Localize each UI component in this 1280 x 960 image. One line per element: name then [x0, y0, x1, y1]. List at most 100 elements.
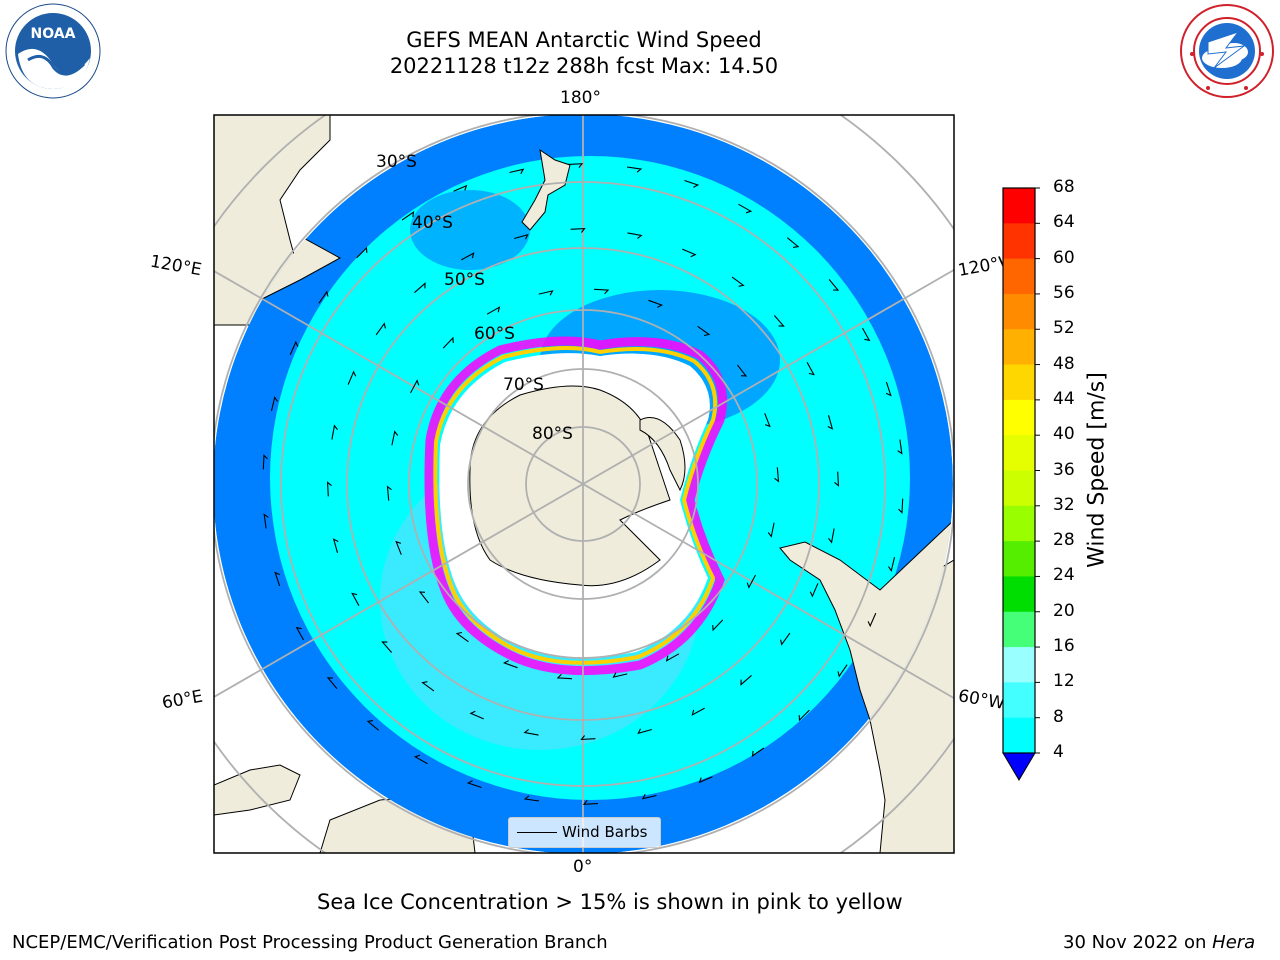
wind-barb — [764, 413, 771, 428]
wind-barb — [736, 364, 748, 377]
wind-barb — [641, 794, 657, 800]
wind-barb — [627, 232, 643, 239]
wind-barb — [375, 322, 386, 336]
wind-barb — [626, 166, 643, 173]
wind-barb — [698, 776, 713, 784]
colorbar-label: Wind Speed [m/s] — [1084, 372, 1110, 568]
wind-barb — [567, 163, 584, 168]
wind-barb — [773, 315, 785, 327]
wind-barb — [502, 660, 518, 669]
wind-barb — [391, 430, 399, 446]
colorbar-cell — [1003, 682, 1035, 719]
wind-barb — [514, 233, 529, 240]
sea-ice-caption: Sea Ice Concentration > 15% is shown in … — [317, 890, 903, 914]
land-new-zealand — [521, 148, 571, 231]
colorbar-tick-label: 24 — [1053, 565, 1075, 586]
noaa-logo: NOAA — [5, 3, 101, 99]
colorbar-cell — [1003, 399, 1035, 436]
noaa-logo-text: NOAA — [31, 26, 76, 42]
colorbar — [1002, 187, 1040, 781]
colorbar-tick-label: 8 — [1053, 706, 1064, 727]
wind-barb — [827, 415, 834, 430]
colorbar-tick-label: 28 — [1053, 530, 1075, 551]
wind-barb — [442, 336, 454, 349]
colorbar-cell — [1003, 717, 1035, 754]
wind-barb — [466, 780, 482, 789]
chart-subtitle: 20221128 t12z 288h fcst Max: 14.50 — [389, 54, 779, 78]
wind-barb — [421, 681, 435, 692]
colorbar-cell — [1003, 258, 1035, 295]
wind-barb — [862, 327, 871, 342]
wind-barb — [461, 252, 475, 261]
wind-barb — [326, 677, 338, 689]
wind-barb — [898, 498, 904, 514]
wind-barb — [381, 641, 393, 653]
wind-barb — [682, 248, 697, 258]
colorbar-tick-label: 48 — [1053, 353, 1075, 374]
colorbar-tick-label: 16 — [1053, 636, 1075, 657]
wind-barb — [648, 299, 664, 308]
wind-barb — [740, 674, 752, 686]
wind-barb — [295, 626, 304, 641]
wind-barb — [570, 227, 586, 233]
wind-barb — [837, 664, 848, 678]
wind-barb — [386, 485, 392, 501]
colorbar-tick-label: 4 — [1053, 742, 1064, 762]
wind-barb — [828, 528, 835, 544]
footer-date: 30 Nov 2022 on — [1063, 932, 1213, 953]
wind-barb — [270, 395, 278, 412]
wind-barb — [780, 632, 791, 646]
wind-barb — [712, 619, 724, 632]
wind-barb — [806, 362, 815, 376]
wind-barb — [612, 672, 628, 678]
wind-barb — [356, 246, 368, 259]
lon-label-0: 0° — [573, 857, 593, 877]
footer-machine: Hera — [1212, 932, 1256, 953]
wind-barb — [523, 729, 539, 736]
colorbar-cell — [1003, 188, 1035, 224]
wind-barb — [410, 379, 420, 394]
lat-label-50s: 50°S — [444, 270, 485, 290]
map-legend: Wind Barbs — [508, 817, 661, 848]
wind-barb — [401, 211, 415, 221]
wind-barb — [665, 653, 680, 662]
wind-barb — [486, 306, 501, 315]
wind-barb — [798, 709, 810, 722]
wind-barb — [418, 591, 430, 604]
wind-barb — [888, 556, 896, 573]
wind-barb — [786, 237, 800, 248]
colorbar-cell — [1003, 576, 1035, 613]
colorbar-cell — [1003, 505, 1035, 542]
footer-left: NCEP/EMC/Verification Post Processing Pr… — [12, 932, 608, 953]
colorbar-tick-label: 44 — [1053, 388, 1075, 409]
colorbar-tick-label: 40 — [1053, 424, 1075, 445]
lat-label-40s: 40°S — [412, 213, 453, 233]
wind-barb — [691, 707, 705, 716]
colorbar-tick-label: 64 — [1053, 212, 1075, 233]
lat-label-80s: 80°S — [532, 424, 573, 444]
colorbar-tick-label: 52 — [1053, 318, 1075, 339]
lat-label-30s: 30°S — [376, 152, 417, 172]
wind-barb — [767, 522, 775, 538]
wind-barb — [897, 439, 903, 455]
wind-barb — [413, 754, 428, 765]
wind-barb — [684, 179, 700, 188]
wind-barb — [738, 203, 753, 214]
colorbar-cell — [1003, 293, 1035, 330]
wind-barb — [455, 631, 469, 643]
wind-barb — [834, 471, 840, 487]
graticule — [214, 115, 954, 853]
wind-barb — [347, 370, 357, 385]
wind-barb — [469, 710, 484, 720]
colorbar-tick-label: 60 — [1053, 247, 1075, 268]
nws-logo — [1180, 4, 1274, 98]
wind-barb — [885, 381, 892, 397]
colorbar-cell — [1003, 223, 1035, 260]
wind-barb — [774, 467, 780, 483]
wind-barb — [867, 612, 877, 628]
wind-barb — [366, 720, 380, 731]
wind-barb — [318, 290, 329, 304]
colorbar-cell — [1003, 611, 1035, 648]
wind-barb — [751, 747, 765, 757]
